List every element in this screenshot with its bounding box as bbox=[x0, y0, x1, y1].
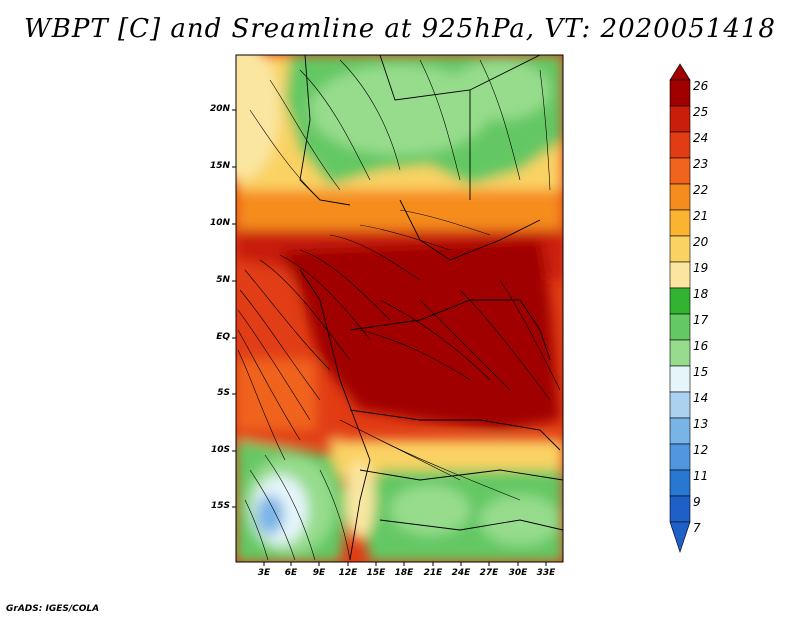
lon-label: 33E bbox=[536, 568, 556, 578]
colorbar-swatch bbox=[669, 339, 691, 367]
colorbar-top-triangle bbox=[669, 63, 691, 81]
colorbar-label: 22 bbox=[693, 183, 709, 197]
colorbar-label: 19 bbox=[693, 261, 709, 275]
colorbar-swatch bbox=[669, 391, 691, 419]
colorbar-swatch bbox=[669, 261, 691, 289]
colorbar-label: 21 bbox=[693, 209, 709, 223]
colorbar-label: 11 bbox=[693, 469, 709, 483]
colorbar-swatch bbox=[669, 183, 691, 211]
colorbar-swatch bbox=[669, 157, 691, 185]
lon-label: 15E bbox=[366, 568, 386, 578]
lat-label: EQ bbox=[216, 332, 230, 342]
colorbar-label: 16 bbox=[693, 339, 709, 353]
colorbar-swatch bbox=[669, 235, 691, 263]
colorbar-label: 7 bbox=[693, 521, 701, 535]
colorbar-label: 9 bbox=[693, 495, 701, 509]
lat-label: 10S bbox=[210, 445, 230, 455]
colorbar-swatch bbox=[669, 469, 691, 497]
colorbar-label: 23 bbox=[693, 157, 709, 171]
colorbar-swatch bbox=[669, 209, 691, 237]
lon-label: 9E bbox=[312, 568, 326, 578]
map-title: WBPT [C] and Sreamline at 925hPa, VT: 20… bbox=[24, 14, 776, 44]
lat-label: 15S bbox=[210, 501, 230, 511]
country-borders bbox=[299, 55, 563, 561]
lon-label: 12E bbox=[338, 568, 358, 578]
lon-label: 30E bbox=[508, 568, 528, 578]
colorbar-swatch bbox=[669, 105, 691, 133]
colorbar-label: 25 bbox=[693, 105, 709, 119]
lat-label: 5N bbox=[216, 275, 230, 285]
colorbar-swatch bbox=[669, 365, 691, 393]
streamlines bbox=[237, 59, 561, 561]
colorbar-label: 20 bbox=[693, 235, 709, 249]
lon-label: 24E bbox=[451, 568, 471, 578]
footer-credit: GrADS: IGES/COLA bbox=[6, 604, 100, 614]
colorbar-swatch bbox=[669, 495, 691, 523]
colorbar-swatch bbox=[669, 131, 691, 159]
colorbar-label: 13 bbox=[693, 417, 709, 431]
lon-label: 21E bbox=[423, 568, 443, 578]
colorbar-swatch bbox=[669, 417, 691, 445]
colorbar-label: 14 bbox=[693, 391, 709, 405]
colorbar-label: 12 bbox=[693, 443, 709, 457]
lat-label: 5S bbox=[217, 388, 230, 398]
colorbar-label: 18 bbox=[693, 287, 709, 301]
colorbar-swatch bbox=[669, 313, 691, 341]
lon-label: 27E bbox=[479, 568, 499, 578]
colorbar-label: 24 bbox=[693, 131, 709, 145]
lon-label: 3E bbox=[257, 568, 271, 578]
colorbar-label: 17 bbox=[693, 313, 709, 327]
colorbar-bottom-triangle bbox=[669, 521, 691, 553]
colorbar-label: 15 bbox=[693, 365, 709, 379]
axis-ticks bbox=[232, 109, 547, 566]
lat-label: 20N bbox=[209, 104, 230, 114]
wbpt-shaded-field bbox=[236, 55, 563, 562]
map-frame bbox=[235, 54, 564, 563]
colorbar-swatch bbox=[669, 443, 691, 471]
colorbar-label: 26 bbox=[693, 79, 709, 93]
lon-label: 6E bbox=[284, 568, 298, 578]
lat-label: 10N bbox=[209, 218, 230, 228]
colorbar bbox=[669, 63, 691, 553]
colorbar-swatch bbox=[669, 287, 691, 315]
lat-label: 15N bbox=[209, 161, 230, 171]
lon-label: 18E bbox=[394, 568, 414, 578]
colorbar-swatch bbox=[669, 79, 691, 107]
